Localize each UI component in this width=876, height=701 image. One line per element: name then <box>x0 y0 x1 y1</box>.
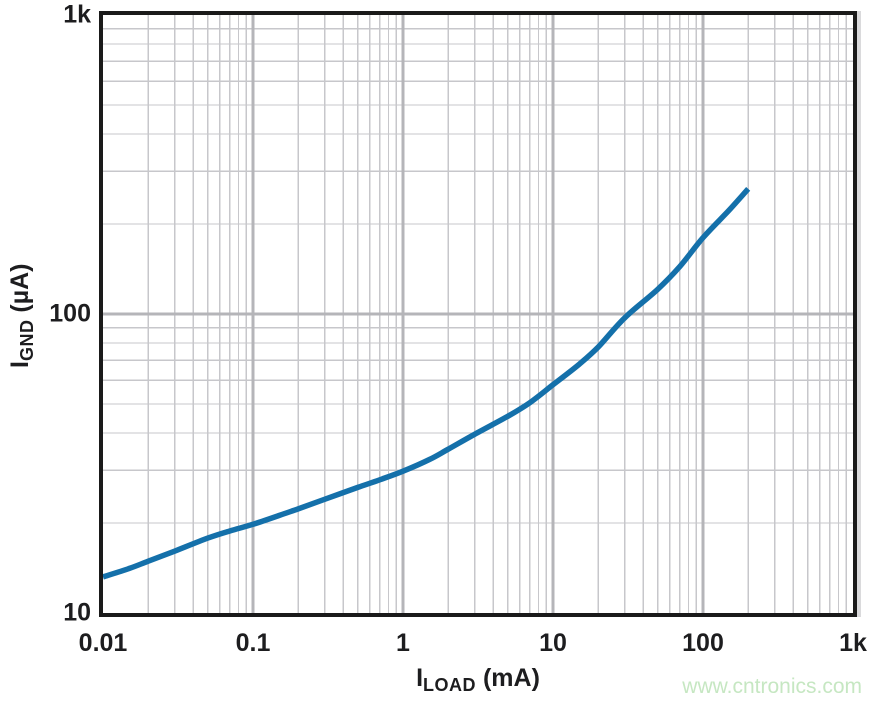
y-axis-title: IGND (µA) <box>6 263 37 368</box>
x-tick-label-1k: 1k <box>839 629 867 657</box>
y-axis-title-symbol: I <box>6 361 34 368</box>
y-tick-label-10: 10 <box>63 598 91 627</box>
y-axis-title-unit: (µA) <box>6 263 34 320</box>
ignd-curve <box>103 187 751 580</box>
grid-major <box>103 15 853 613</box>
y-tick-label-1k: 1k <box>63 0 91 29</box>
x-tick-label-10: 10 <box>539 629 567 657</box>
x-axis-title-subscript: LOAD <box>423 675 477 695</box>
y-tick-label-100: 100 <box>49 299 91 328</box>
y-axis-title-subscript: GND <box>17 319 37 362</box>
plot-area <box>99 11 857 617</box>
x-tick-label-0p1: 0.1 <box>235 629 271 657</box>
x-axis-title: ILOAD (mA) <box>103 664 853 695</box>
x-tick-label-1: 1 <box>396 629 410 657</box>
x-axis-title-symbol: I <box>416 664 424 692</box>
x-axis-title-unit: (mA) <box>476 664 540 692</box>
plot-svg <box>103 15 853 613</box>
x-tick-label-0p01: 0.01 <box>78 629 128 657</box>
watermark: www.cntronics.com <box>682 675 862 698</box>
x-tick-label-100: 100 <box>682 629 724 657</box>
